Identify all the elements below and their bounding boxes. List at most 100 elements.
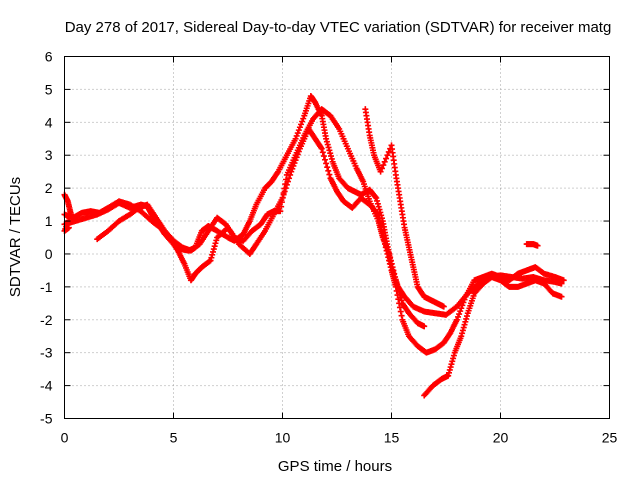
data-point-marker xyxy=(320,153,327,160)
data-point-marker xyxy=(459,327,466,334)
data-point-marker xyxy=(296,124,303,131)
data-point-marker xyxy=(324,141,331,148)
data-point-marker xyxy=(213,237,220,244)
data-point-marker xyxy=(323,138,330,145)
data-point-marker xyxy=(326,147,333,154)
y-tick-label: 3 xyxy=(45,147,53,163)
data-point-marker xyxy=(211,243,218,250)
data-point-marker xyxy=(323,160,330,167)
data-point-marker xyxy=(398,297,405,304)
y-tick-label: 0 xyxy=(45,246,53,262)
data-point-marker xyxy=(323,135,330,142)
y-tick-label: 2 xyxy=(45,180,53,196)
data-point-marker xyxy=(326,171,333,178)
y-tick-label: 6 xyxy=(45,49,53,65)
data-point-marker xyxy=(281,185,288,192)
data-point-marker xyxy=(449,358,456,365)
data-point-marker xyxy=(447,364,454,371)
data-point-marker xyxy=(206,258,213,265)
x-tick-label: 20 xyxy=(493,430,509,446)
data-point-marker xyxy=(457,308,464,315)
data-point-marker xyxy=(454,313,461,320)
y-tick-label: 1 xyxy=(45,213,53,229)
y-tick-labels: -5 -4 -3 -2 -1 0 1 2 3 4 5 6 xyxy=(40,49,53,427)
plot-frame xyxy=(64,56,610,419)
data-point-marker xyxy=(440,303,447,310)
data-point-marker xyxy=(207,257,214,264)
data-point-marker xyxy=(450,355,457,362)
x-tick-label: 5 xyxy=(170,430,178,446)
data-point-marker xyxy=(456,311,463,318)
data-point-marker xyxy=(292,135,299,142)
data-point-marker xyxy=(390,267,397,274)
y-tick-label: -5 xyxy=(40,411,53,427)
data-point-marker xyxy=(278,203,285,210)
data-point-marker xyxy=(396,291,403,298)
data-point-marker xyxy=(324,164,331,171)
data-point-marker xyxy=(388,260,395,267)
data-point-marker xyxy=(380,162,387,169)
data-point-marker xyxy=(374,200,381,207)
data-point-marker xyxy=(459,330,466,337)
data-point-marker xyxy=(293,132,300,139)
data-point-marker xyxy=(397,294,404,301)
data-point-marker xyxy=(459,302,466,309)
series-trace-a xyxy=(61,92,565,318)
data-point-marker xyxy=(463,313,470,320)
x-tick-label: 10 xyxy=(275,430,291,446)
data-point-marker xyxy=(277,208,284,215)
data-point-marker xyxy=(391,270,398,277)
data-point-marker xyxy=(397,308,404,315)
data-point-marker xyxy=(278,199,285,206)
data-point-marker xyxy=(387,254,394,261)
data-point-marker xyxy=(372,193,379,200)
data-point-marker xyxy=(300,115,307,122)
data-point-marker xyxy=(458,333,465,340)
data-point-marker xyxy=(283,176,290,183)
data-point-marker xyxy=(208,254,215,261)
data-point-marker xyxy=(460,299,467,306)
x-axis-title: GPS time / hours xyxy=(278,458,392,475)
data-point-marker xyxy=(212,240,219,247)
data-point-marker xyxy=(378,165,385,172)
y-tick-label: 5 xyxy=(45,81,53,97)
data-point-marker xyxy=(377,168,384,175)
data-point-marker xyxy=(210,248,217,255)
data-point-marker xyxy=(462,318,469,325)
data-point-marker xyxy=(210,246,217,253)
x-tick-labels: 0 5 10 15 20 25 xyxy=(61,430,618,446)
data-point-marker xyxy=(392,277,399,284)
data-point-marker xyxy=(383,155,390,162)
data-point-marker xyxy=(322,156,329,163)
data-point-marker xyxy=(375,203,382,210)
data-point-marker xyxy=(421,323,428,330)
x-tick-label: 0 xyxy=(61,430,69,446)
data-point-marker xyxy=(374,197,381,204)
y-tick-label: -3 xyxy=(40,345,53,361)
data-point-marker xyxy=(461,296,468,303)
data-point-marker xyxy=(328,153,335,160)
data-point-marker xyxy=(319,149,326,156)
chart-title: Day 278 of 2017, Sidereal Day-to-day VTE… xyxy=(65,19,612,36)
y-axis-title: SDTVAR / TECUs xyxy=(7,177,24,297)
data-point-marker xyxy=(395,285,402,292)
data-point-marker xyxy=(534,242,541,249)
data-point-marker xyxy=(450,352,457,359)
data-point-marker xyxy=(560,277,567,284)
data-point-marker xyxy=(386,250,393,257)
data-point-marker xyxy=(396,288,403,295)
data-point-marker xyxy=(393,280,400,287)
data-point-marker xyxy=(280,190,287,197)
data-point-marker xyxy=(65,224,72,231)
data-point-marker xyxy=(394,283,401,290)
grid-lines xyxy=(64,56,610,419)
data-point-marker xyxy=(461,321,468,328)
data-point-marker xyxy=(448,361,455,368)
data-point-marker xyxy=(453,316,460,323)
series-trace-f xyxy=(61,191,541,249)
data-point-marker xyxy=(446,366,453,373)
x-tick-label: 15 xyxy=(384,430,400,446)
data-point-marker xyxy=(294,130,301,137)
series-trace-b xyxy=(61,125,567,356)
